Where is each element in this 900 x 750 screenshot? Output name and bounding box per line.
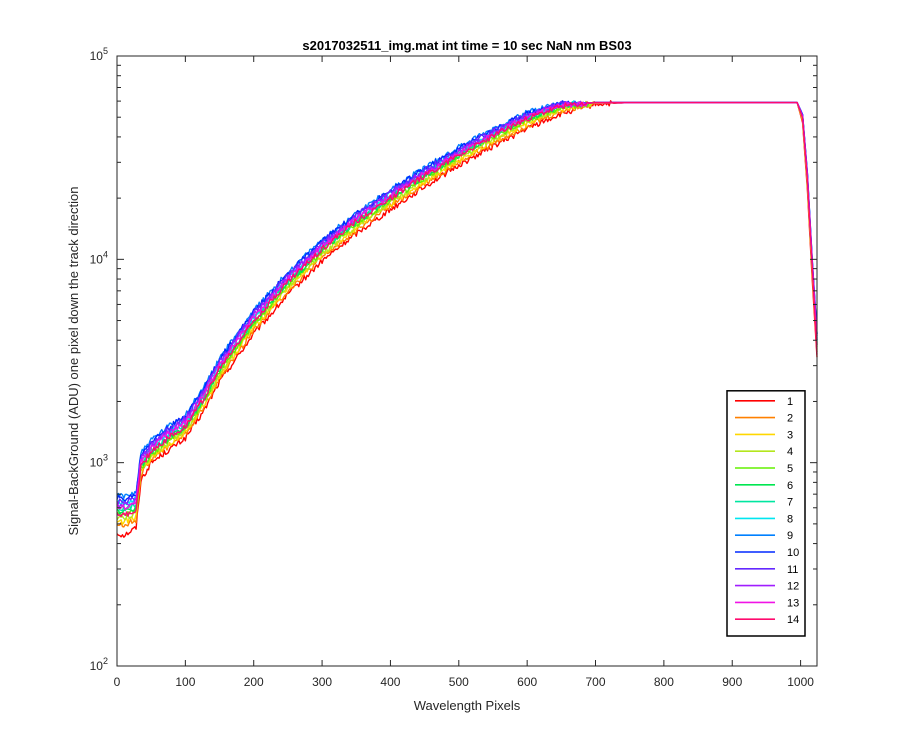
x-tick-label: 500	[449, 675, 469, 689]
x-tick-label: 0	[114, 675, 121, 689]
chart-title: s2017032511_img.mat int time = 10 sec Na…	[302, 38, 631, 53]
y-axis-label: Signal-BackGround (ADU) one pixel down t…	[66, 186, 81, 535]
legend-label-13: 13	[787, 597, 799, 609]
legend-label-12: 12	[787, 581, 799, 593]
legend-label-2: 2	[787, 413, 793, 425]
x-tick-label: 600	[517, 675, 537, 689]
plot-area	[116, 55, 818, 667]
legend-label-3: 3	[787, 429, 793, 441]
legend-label-10: 10	[787, 547, 799, 559]
plot-frame	[116, 55, 818, 667]
x-tick-label: 700	[586, 675, 606, 689]
x-axis-label: Wavelength Pixels	[414, 698, 521, 713]
legend-label-9: 9	[787, 530, 793, 542]
legend-label-14: 14	[787, 614, 799, 626]
legend-label-7: 7	[787, 497, 793, 509]
legend-label-1: 1	[787, 396, 793, 408]
y-tick-label: 103	[90, 453, 108, 470]
x-axis: 0 100 200 300 400 500 600 700 800 900 1000	[114, 56, 814, 689]
legend-label-8: 8	[787, 513, 793, 525]
x-tick-label: 200	[244, 675, 264, 689]
x-tick-label: 400	[380, 675, 400, 689]
legend-label-11: 11	[787, 564, 798, 576]
legend-label-4: 4	[787, 446, 793, 458]
legend-label-6: 6	[787, 480, 793, 492]
legend-label-5: 5	[787, 463, 793, 475]
y-tick-label: 102	[90, 656, 108, 673]
x-tick-label: 300	[312, 675, 332, 689]
y-tick-label: 105	[90, 46, 108, 63]
legend-box	[726, 390, 806, 637]
x-tick-label: 100	[175, 675, 195, 689]
x-tick-label: 1000	[787, 675, 814, 689]
y-tick-label: 104	[90, 249, 108, 266]
x-tick-label: 900	[722, 675, 742, 689]
x-tick-label: 800	[654, 675, 674, 689]
series-line-14	[116, 101, 818, 518]
series-layer	[116, 100, 818, 538]
